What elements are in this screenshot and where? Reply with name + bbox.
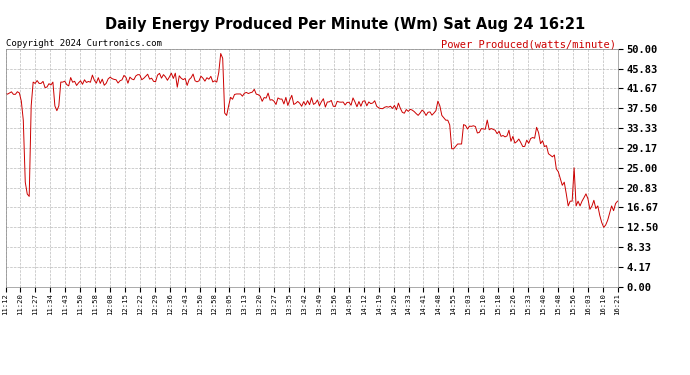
Text: Power Produced(watts/minute): Power Produced(watts/minute) [441,39,616,50]
Text: Daily Energy Produced Per Minute (Wm) Sat Aug 24 16:21: Daily Energy Produced Per Minute (Wm) Sa… [105,17,585,32]
Text: Copyright 2024 Curtronics.com: Copyright 2024 Curtronics.com [6,39,161,48]
